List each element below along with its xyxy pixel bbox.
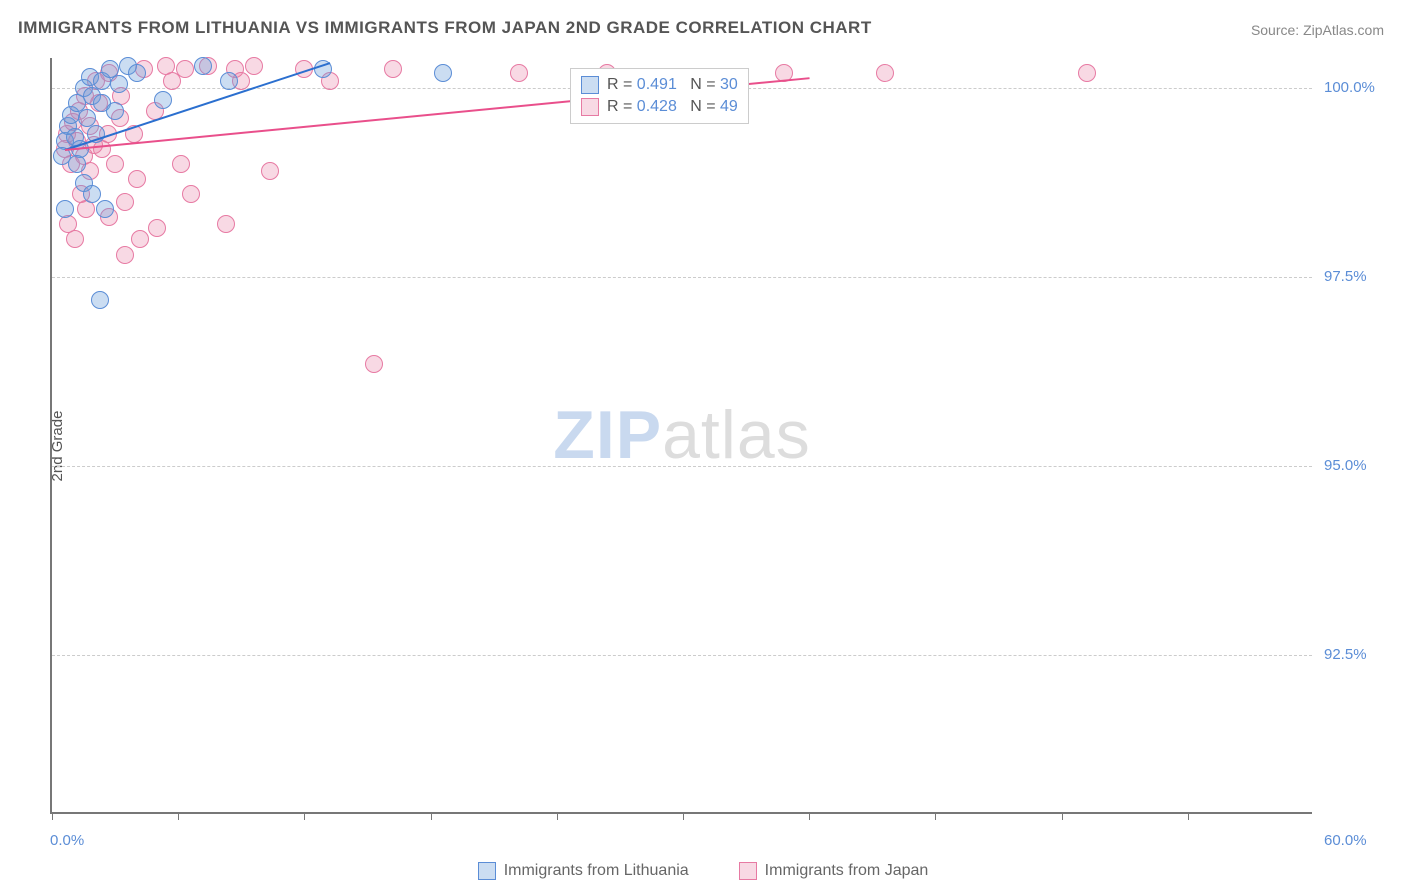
- stats-row-blue: R = 0.491 N = 30: [581, 74, 738, 96]
- source-label: Source: ZipAtlas.com: [1251, 22, 1384, 38]
- x-tick-mark: [178, 812, 179, 820]
- scatter-point-blue: [91, 291, 109, 309]
- stats-legend: R = 0.491 N = 30 R = 0.428 N = 49: [570, 68, 749, 124]
- scatter-point-blue: [96, 200, 114, 218]
- scatter-point-pink: [876, 64, 894, 82]
- x-tick-mark: [1062, 812, 1063, 820]
- scatter-point-pink: [148, 219, 166, 237]
- y-tick-label: 97.5%: [1324, 268, 1367, 285]
- watermark-atlas: atlas: [662, 397, 811, 473]
- x-tick-mark: [1188, 812, 1189, 820]
- x-min-label: 0.0%: [50, 832, 84, 849]
- scatter-point-pink: [172, 155, 190, 173]
- scatter-point-blue: [220, 72, 238, 90]
- scatter-point-pink: [128, 170, 146, 188]
- chart-title: IMMIGRANTS FROM LITHUANIA VS IMMIGRANTS …: [18, 18, 872, 38]
- y-tick-label: 100.0%: [1324, 79, 1375, 96]
- stats-text-pink: R = 0.428 N = 49: [607, 98, 738, 116]
- scatter-point-blue: [83, 185, 101, 203]
- y-tick-label: 95.0%: [1324, 457, 1367, 474]
- legend-label-blue: Immigrants from Lithuania: [504, 862, 689, 880]
- scatter-point-pink: [384, 60, 402, 78]
- scatter-point-pink: [217, 215, 235, 233]
- scatter-point-blue: [194, 57, 212, 75]
- scatter-point-pink: [116, 246, 134, 264]
- stats-text-blue: R = 0.491 N = 30: [607, 76, 738, 94]
- scatter-point-blue: [68, 155, 86, 173]
- y-tick-label: 92.5%: [1324, 646, 1367, 663]
- legend-bottom: Immigrants from Lithuania Immigrants fro…: [0, 862, 1406, 880]
- scatter-point-pink: [245, 57, 263, 75]
- x-tick-mark: [935, 812, 936, 820]
- stats-swatch-blue: [581, 76, 599, 94]
- plot-area: ZIPatlas: [50, 58, 1312, 814]
- x-tick-mark: [809, 812, 810, 820]
- scatter-point-pink: [182, 185, 200, 203]
- scatter-point-pink: [365, 355, 383, 373]
- x-max-label: 60.0%: [1324, 832, 1367, 849]
- scatter-point-blue: [110, 75, 128, 93]
- scatter-point-blue: [128, 64, 146, 82]
- x-tick-mark: [683, 812, 684, 820]
- watermark-zip: ZIP: [553, 397, 662, 473]
- scatter-point-pink: [1078, 64, 1096, 82]
- x-tick-mark: [52, 812, 53, 820]
- x-tick-mark: [557, 812, 558, 820]
- scatter-point-pink: [66, 230, 84, 248]
- x-tick-mark: [304, 812, 305, 820]
- gridline-h: [52, 277, 1312, 278]
- scatter-point-pink: [106, 155, 124, 173]
- gridline-h: [52, 655, 1312, 656]
- legend-label-pink: Immigrants from Japan: [765, 862, 929, 880]
- stats-swatch-pink: [581, 98, 599, 116]
- scatter-point-pink: [261, 162, 279, 180]
- scatter-point-pink: [131, 230, 149, 248]
- scatter-point-pink: [116, 193, 134, 211]
- scatter-point-blue: [434, 64, 452, 82]
- scatter-point-blue: [56, 200, 74, 218]
- watermark: ZIPatlas: [553, 396, 810, 474]
- legend-swatch-blue: [478, 862, 496, 880]
- legend-item-blue: Immigrants from Lithuania: [478, 862, 689, 880]
- legend-swatch-pink: [739, 862, 757, 880]
- scatter-point-blue: [154, 91, 172, 109]
- legend-item-pink: Immigrants from Japan: [739, 862, 929, 880]
- stats-row-pink: R = 0.428 N = 49: [581, 96, 738, 118]
- x-tick-mark: [431, 812, 432, 820]
- gridline-h: [52, 466, 1312, 467]
- scatter-point-pink: [176, 60, 194, 78]
- scatter-point-pink: [510, 64, 528, 82]
- scatter-point-blue: [106, 102, 124, 120]
